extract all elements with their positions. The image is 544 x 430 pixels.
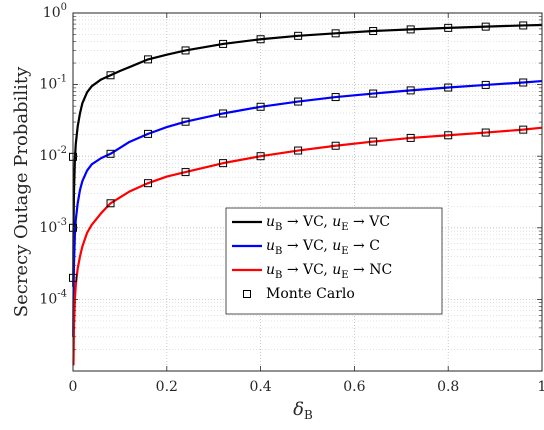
x-tick-label: 0.2 bbox=[156, 379, 178, 395]
y-tick-label: 10-1 bbox=[39, 74, 67, 93]
legend-box bbox=[225, 207, 443, 315]
monte-carlo-marker bbox=[294, 97, 303, 106]
y-tick-labels: 10-4 10-3 10-2 10-1 100 bbox=[39, 2, 67, 307]
y-tick-label: 10-4 bbox=[39, 288, 67, 307]
monte-carlo-marker bbox=[106, 199, 115, 208]
monte-carlo-marker bbox=[144, 55, 153, 64]
monte-carlo-marker bbox=[219, 109, 228, 118]
monte-carlo-marker bbox=[481, 128, 490, 137]
monte-carlo-marker bbox=[406, 25, 415, 34]
y-axis-label: Secrecy Outage Probability bbox=[11, 66, 32, 317]
monte-carlo-marker bbox=[519, 21, 528, 30]
monte-carlo-marker bbox=[181, 117, 190, 126]
x-tick-label: 1 bbox=[538, 379, 544, 395]
plot-area-border bbox=[72, 12, 543, 372]
monte-carlo-marker bbox=[481, 80, 490, 89]
monte-carlo-marker bbox=[406, 133, 415, 142]
monte-carlo-marker bbox=[256, 35, 265, 44]
monte-carlo-marker bbox=[256, 102, 265, 111]
x-tick-label: 0 bbox=[69, 379, 78, 395]
legend-label-3: uB → VC, uE → NC bbox=[266, 262, 392, 281]
monte-carlo-marker bbox=[331, 141, 340, 150]
x-tick-label: 0.6 bbox=[343, 379, 365, 395]
y-tick-label: 10-2 bbox=[39, 145, 67, 164]
monte-carlo-marker bbox=[481, 22, 490, 31]
monte-carlo-marker bbox=[331, 29, 340, 38]
monte-carlo-markers bbox=[69, 21, 528, 282]
legend-label-1: uB → VC, uE → VC bbox=[266, 214, 390, 233]
plot-area-background bbox=[73, 13, 542, 371]
x-tick-label: 0.4 bbox=[249, 379, 271, 395]
x-tick-label: 0.8 bbox=[437, 379, 459, 395]
monte-carlo-marker bbox=[294, 146, 303, 155]
monte-carlo-marker bbox=[331, 93, 340, 102]
monte-carlo-marker bbox=[219, 159, 228, 168]
monte-carlo-marker bbox=[181, 46, 190, 55]
monte-carlo-marker bbox=[294, 31, 303, 40]
monte-carlo-marker bbox=[144, 179, 153, 188]
series-line-2 bbox=[72, 79, 543, 337]
monte-carlo-marker bbox=[444, 131, 453, 140]
monte-carlo-marker bbox=[106, 149, 115, 158]
x-axis-label: δB bbox=[293, 399, 313, 422]
monte-carlo-marker bbox=[369, 137, 378, 146]
legend: uB → VC, uE → VC uB → VC, uE → C uB → VC, … bbox=[225, 207, 443, 315]
monte-carlo-marker bbox=[144, 129, 153, 138]
monte-carlo-marker bbox=[444, 23, 453, 32]
legend-swatch-monte-carlo bbox=[243, 290, 251, 298]
legend-label-monte-carlo: Monte Carlo bbox=[266, 286, 355, 302]
y-tick-label: 100 bbox=[43, 2, 67, 21]
monte-carlo-marker bbox=[106, 71, 115, 80]
monte-carlo-marker bbox=[369, 89, 378, 98]
series-lines bbox=[72, 23, 543, 366]
axis-ticks bbox=[72, 12, 543, 372]
monte-carlo-marker bbox=[181, 168, 190, 177]
monte-carlo-marker bbox=[256, 152, 265, 161]
monte-carlo-marker bbox=[369, 27, 378, 36]
monte-carlo-marker bbox=[406, 86, 415, 95]
y-tick-label: 10-3 bbox=[39, 217, 67, 236]
monte-carlo-marker bbox=[519, 125, 528, 134]
monte-carlo-marker bbox=[219, 39, 228, 48]
x-tick-labels: 0 0.2 0.4 0.6 0.8 1 bbox=[69, 379, 544, 395]
monte-carlo-marker bbox=[519, 78, 528, 87]
legend-label-2: uB → VC, uE → C bbox=[266, 238, 380, 257]
monte-carlo-marker bbox=[444, 83, 453, 92]
series-line-1 bbox=[72, 23, 543, 287]
series-line-3 bbox=[72, 126, 543, 366]
